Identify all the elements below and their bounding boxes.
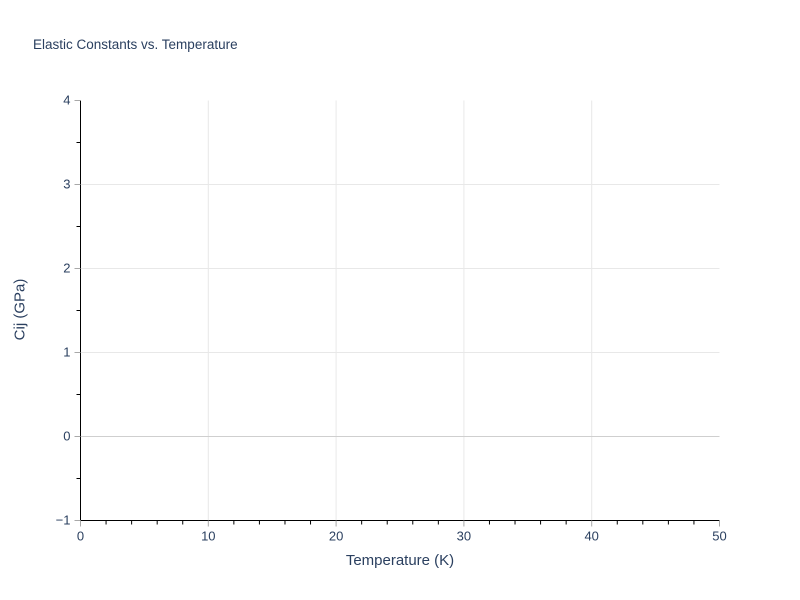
- svg-text:3: 3: [63, 177, 70, 192]
- svg-text:50: 50: [712, 529, 726, 544]
- svg-text:0: 0: [63, 429, 70, 444]
- svg-text:30: 30: [457, 529, 471, 544]
- svg-text:2: 2: [63, 261, 70, 276]
- svg-text:40: 40: [584, 529, 598, 544]
- svg-text:4: 4: [63, 93, 70, 108]
- svg-text:10: 10: [201, 529, 215, 544]
- svg-text:0: 0: [77, 529, 84, 544]
- svg-text:−1: −1: [56, 513, 71, 528]
- svg-text:20: 20: [329, 529, 343, 544]
- svg-text:1: 1: [63, 345, 70, 360]
